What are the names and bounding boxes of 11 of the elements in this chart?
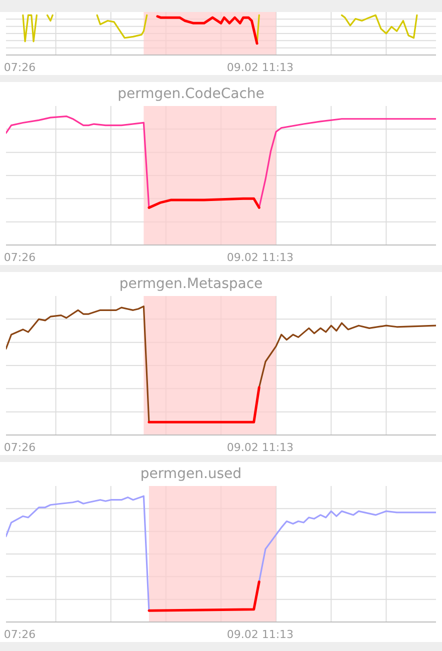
x-tick-label: 07:26	[4, 250, 36, 264]
x-tick-label: 09.02 11:13	[226, 440, 294, 454]
chart-title: permgen.Metaspace	[118, 276, 264, 292]
x-tick-label: 07:26	[4, 60, 36, 74]
x-tick-label: 07:26	[4, 628, 36, 641]
x-tick-label: 09.02 11:13	[226, 628, 294, 641]
x-tick-label: 09.02 11:13	[226, 60, 294, 74]
chart-title: permgen.used	[139, 466, 243, 482]
chart-title: permgen.CodeCache	[116, 86, 266, 102]
x-tick-label: 07:26	[4, 440, 36, 454]
x-tick-label: 09.02 11:13	[226, 250, 294, 264]
